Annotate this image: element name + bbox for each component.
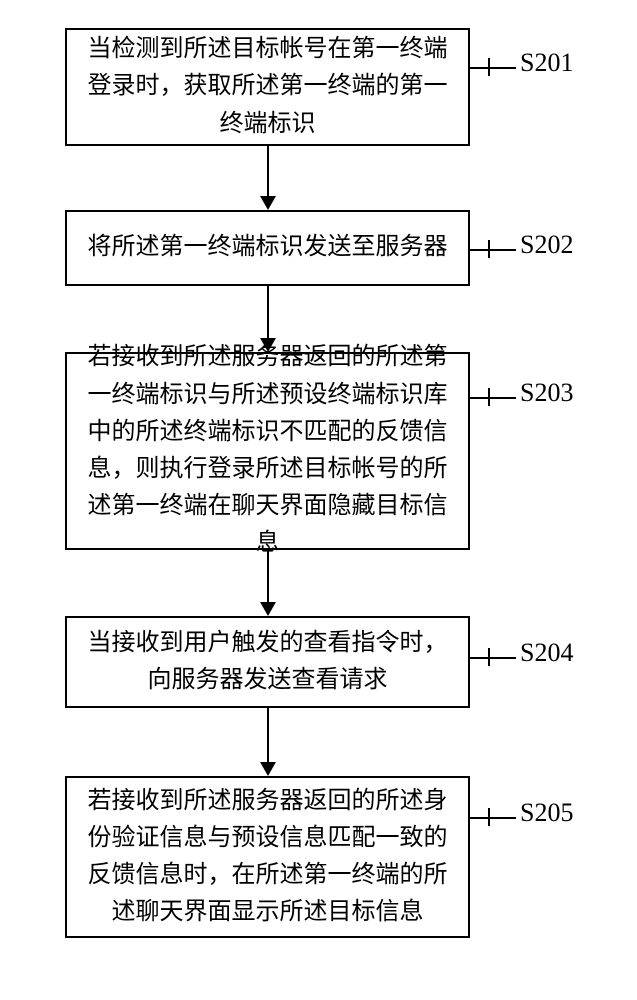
connector-line — [470, 817, 488, 819]
connector-line — [470, 67, 488, 69]
flow-arrow-line — [267, 550, 269, 602]
connector-line — [470, 249, 488, 251]
connector-line — [470, 657, 488, 659]
flow-step-s202: 将所述第一终端标识发送至服务器 — [65, 210, 470, 286]
flow-step-text: 将所述第一终端标识发送至服务器 — [88, 229, 448, 266]
connector-line — [488, 397, 516, 399]
flow-step-text: 当检测到所述目标帐号在第一终端登录时，获取所述第一终端的第一终端标识 — [81, 31, 454, 143]
flow-step-label: S202 — [520, 230, 573, 260]
flow-arrow-head-icon — [260, 338, 276, 352]
flow-arrow-head-icon — [260, 602, 276, 616]
flow-step-s201: 当检测到所述目标帐号在第一终端登录时，获取所述第一终端的第一终端标识 — [65, 28, 470, 146]
flow-step-label: S204 — [520, 638, 573, 668]
connector-line — [470, 397, 488, 399]
flow-step-s205: 若接收到所述服务器返回的所述身份验证信息与预设信息匹配一致的反馈信息时，在所述第… — [65, 776, 470, 938]
flow-step-label: S205 — [520, 798, 573, 828]
flow-step-label: S201 — [520, 48, 573, 78]
connector-line — [488, 817, 516, 819]
flow-arrow-line — [267, 286, 269, 338]
connector-line — [488, 249, 516, 251]
flow-step-text: 若接收到所述服务器返回的所述身份验证信息与预设信息匹配一致的反馈信息时，在所述第… — [81, 783, 454, 932]
flow-step-s203: 若接收到所述服务器返回的所述第一终端标识与所述预设终端标识库中的所述终端标识不匹… — [65, 352, 470, 550]
flow-arrow-line — [267, 708, 269, 762]
flow-step-text: 当接收到用户触发的查看指令时，向服务器发送查看请求 — [81, 625, 454, 699]
flow-arrow-head-icon — [260, 196, 276, 210]
connector-line — [488, 657, 516, 659]
flow-step-text: 若接收到所述服务器返回的所述第一终端标识与所述预设终端标识库中的所述终端标识不匹… — [81, 339, 454, 562]
flow-arrow-head-icon — [260, 762, 276, 776]
flowchart-canvas: 当检测到所述目标帐号在第一终端登录时，获取所述第一终端的第一终端标识 S201 将所… — [0, 0, 637, 1000]
flow-arrow-line — [267, 146, 269, 196]
flow-step-label: S203 — [520, 378, 573, 408]
connector-line — [488, 67, 516, 69]
flow-step-s204: 当接收到用户触发的查看指令时，向服务器发送查看请求 — [65, 616, 470, 708]
